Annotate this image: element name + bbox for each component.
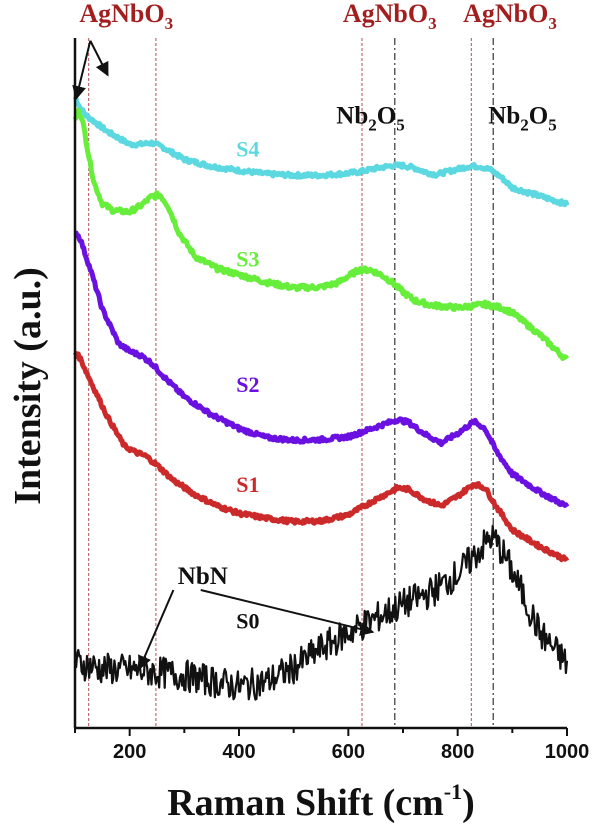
series-label-s4: S4 <box>236 137 259 162</box>
y-axis-title: Intensity (a.u.) <box>7 267 49 505</box>
series-label-s2: S2 <box>236 372 259 397</box>
series-line-s1 <box>72 350 570 563</box>
peak-annotations: AgNbO3 AgNbO3 AgNbO3 Nb2O5 Nb2O5 NbN <box>79 0 557 590</box>
series-line-s4 <box>72 95 570 208</box>
axes: 200 400 600 800 1000 Raman Shift (cm-1) Intens… <box>7 38 589 824</box>
annotation-2: AgNbO3 <box>463 0 557 33</box>
series-label-s1: S1 <box>236 472 259 497</box>
series-label-s0: S0 <box>236 609 259 634</box>
x-tick-label-1000: 1000 <box>545 741 590 763</box>
annotation-arrow-0 <box>72 40 92 101</box>
series-line-s0 <box>73 524 569 701</box>
annotation-arrow-1 <box>89 40 109 77</box>
x-tick-label-400: 400 <box>222 741 255 763</box>
series-lines <box>72 95 570 701</box>
annotation-1: AgNbO3 <box>343 0 437 33</box>
annotation-arrows <box>72 40 375 670</box>
x-tick-label-800: 800 <box>441 741 474 763</box>
annotation-5: NbN <box>178 563 228 590</box>
annotation-4: Nb2O5 <box>488 103 556 135</box>
reference-lines <box>88 38 494 728</box>
annotation-3: Nb2O5 <box>336 103 404 135</box>
series-line-s3 <box>72 107 570 361</box>
series-labels: S4 S3 S2 S1 S0 <box>236 137 259 634</box>
x-tick-label-200: 200 <box>113 741 146 763</box>
annotation-0: AgNbO3 <box>79 0 173 33</box>
annotation-arrow-3 <box>200 589 375 636</box>
series-line-s2 <box>73 230 570 508</box>
x-tick-label-600: 600 <box>332 741 365 763</box>
series-label-s3: S3 <box>236 246 259 271</box>
annotation-arrow-2 <box>138 589 175 670</box>
x-axis-title: Raman Shift (cm-1) <box>167 779 475 824</box>
